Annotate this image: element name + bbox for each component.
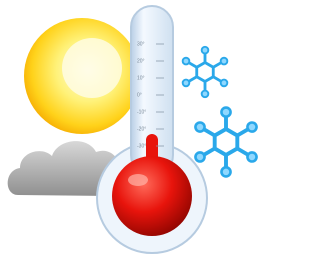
scale-label: -20°	[137, 126, 146, 132]
scale-label: 10°	[137, 75, 145, 81]
bulb-highlight	[128, 174, 148, 186]
weather-icon: 30° 20° 10° 0° -10° -20° -30°	[0, 0, 264, 260]
bulb	[112, 156, 192, 236]
scale-label: -10°	[137, 109, 146, 115]
scale-label: 0°	[137, 92, 142, 98]
snowflake	[183, 47, 228, 97]
sun-glow	[62, 38, 122, 98]
snowflake	[195, 108, 256, 177]
scale-label: 30°	[137, 41, 145, 47]
scale-label: -30°	[137, 143, 146, 149]
scale-label: 20°	[137, 58, 145, 64]
